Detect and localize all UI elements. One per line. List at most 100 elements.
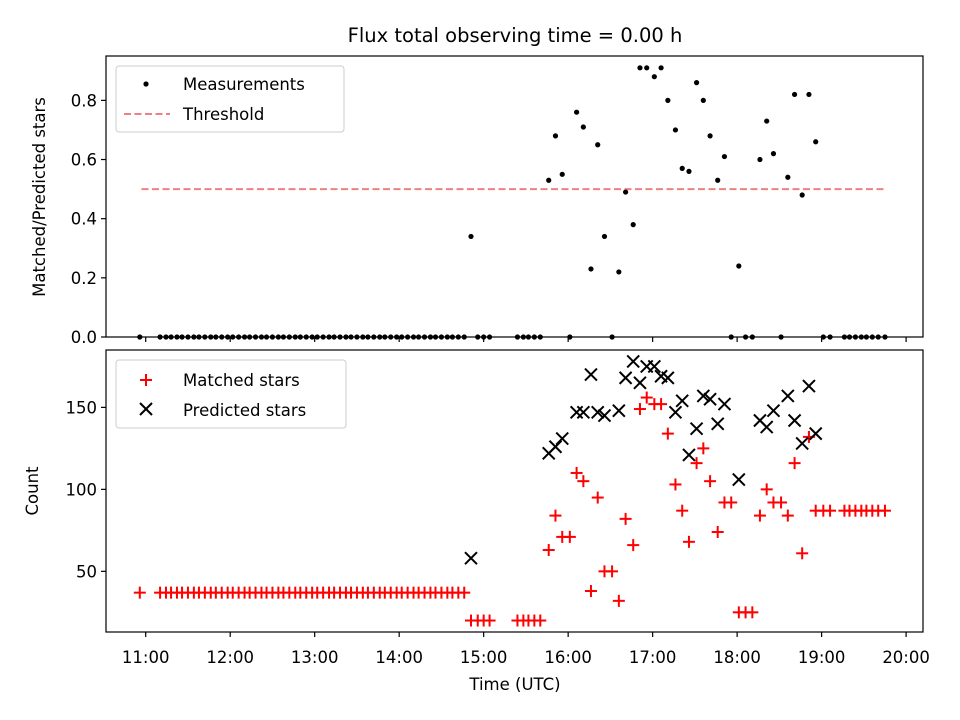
bottom-x-tick-label: 19:00 xyxy=(798,648,846,667)
measurement-point xyxy=(791,91,798,98)
predicted-star-point xyxy=(675,394,689,408)
matched-star-point xyxy=(133,586,146,599)
measurement-point xyxy=(799,192,805,198)
matched-star-point xyxy=(661,427,674,440)
top-panel: 0.00.20.40.60.8 Matched/Predicted stars … xyxy=(30,55,924,347)
measurement-point xyxy=(806,91,812,98)
matched-star-point xyxy=(591,491,604,504)
bottom-y-tick-label: 100 xyxy=(66,480,98,499)
measurement-point xyxy=(672,127,679,133)
matched-star-point xyxy=(563,530,576,543)
legend-predicted-marker xyxy=(139,402,153,416)
predicted-star-point xyxy=(548,440,563,454)
predicted-star-point xyxy=(795,436,809,451)
matched-star-point xyxy=(633,403,646,416)
bottom-x-tick-label: 17:00 xyxy=(629,648,677,667)
measurement-point xyxy=(644,65,650,71)
legend-measurements-label: Measurements xyxy=(183,75,305,94)
predicted-star-point xyxy=(597,408,612,423)
bottom-y-tick-label: 150 xyxy=(66,398,98,417)
matched-star-point xyxy=(655,398,668,411)
matched-star-point xyxy=(627,539,640,552)
measurement-point xyxy=(623,189,629,195)
predicted-star-point xyxy=(464,551,478,565)
bottom-x-tick-label: 11:00 xyxy=(122,648,170,667)
predicted-star-point xyxy=(717,397,732,411)
x-axis-label: Time (UTC) xyxy=(468,675,560,694)
top-y-tick-label: 0.6 xyxy=(71,151,97,170)
bottom-x-tick-label: 16:00 xyxy=(544,648,592,667)
top-legend: Measurements Threshold xyxy=(115,65,345,133)
measurement-point xyxy=(616,269,622,275)
bottom-y-axis-label: Count xyxy=(23,466,42,516)
matched-star-point xyxy=(483,614,496,627)
measurement-point xyxy=(785,174,791,180)
predicted-star-point xyxy=(808,426,823,441)
measurement-point xyxy=(546,177,552,183)
matched-star-point xyxy=(775,496,788,509)
bottom-x-tick-label: 15:00 xyxy=(460,648,508,667)
top-legend-box xyxy=(115,65,345,133)
matched-star-point xyxy=(746,606,759,619)
legend-threshold-label: Threshold xyxy=(182,105,264,124)
predicted-star-point xyxy=(689,421,704,436)
matched-star-point xyxy=(781,509,794,522)
bottom-legend-box xyxy=(115,359,347,429)
matched-star-point xyxy=(542,544,555,557)
predicted-star-point xyxy=(661,371,675,385)
top-y-tick-label: 0.2 xyxy=(71,269,97,288)
top-y-tick-label: 0.4 xyxy=(71,210,97,229)
matched-star-point xyxy=(577,475,590,488)
legend-matched-marker xyxy=(140,374,152,386)
top-x-ticks xyxy=(145,337,907,342)
predicted-star-point xyxy=(802,379,816,393)
matched-star-point xyxy=(760,483,773,496)
measurement-point xyxy=(686,168,692,174)
measurement-point xyxy=(588,266,594,272)
matched-star-point xyxy=(676,504,689,517)
matched-star-point xyxy=(640,391,653,404)
measurement-point xyxy=(651,74,657,80)
matched-star-point xyxy=(704,475,717,488)
legend-measurements-marker xyxy=(143,81,149,87)
measurement-point xyxy=(658,65,664,71)
predicted-star-point xyxy=(612,403,626,418)
predicted-star-point xyxy=(647,359,662,374)
top-plot-frame xyxy=(105,55,924,338)
matched-star-point xyxy=(682,535,695,548)
predicted-star-point xyxy=(710,417,725,431)
top-y-axis-label: Matched/Predicted stars xyxy=(30,97,49,297)
bottom-y-ticks: 50 100 150 xyxy=(66,398,106,581)
predicted-star-point xyxy=(732,472,746,487)
matched-star-point xyxy=(549,509,562,522)
matched-star-point xyxy=(690,457,703,470)
legend-matched-label: Matched stars xyxy=(183,371,300,390)
predicted-star-point xyxy=(703,392,717,406)
measurement-point xyxy=(559,171,565,177)
matched-star-point xyxy=(697,442,710,455)
predicted-star-point xyxy=(759,420,774,434)
predicted-star-point xyxy=(555,431,569,446)
bottom-legend: Matched stars Predicted stars xyxy=(115,359,347,429)
measurement-point xyxy=(595,142,601,148)
matched-star-point xyxy=(788,457,801,470)
measurement-point xyxy=(630,222,636,228)
predicted-star-point xyxy=(696,389,711,403)
predicted-star-point xyxy=(766,403,781,418)
bottom-plot-frame xyxy=(105,349,924,633)
predicted-star-point xyxy=(668,405,683,420)
bottom-y-tick-label: 50 xyxy=(76,562,97,581)
predicted-star-point xyxy=(682,448,696,462)
predicted-star-point xyxy=(591,405,605,420)
measurement-point xyxy=(601,233,608,240)
matched-star-point xyxy=(606,565,619,578)
predicted-star-point xyxy=(584,367,598,382)
measurement-point xyxy=(552,133,559,139)
measurement-point xyxy=(707,133,713,139)
measurement-point xyxy=(580,124,586,130)
bottom-x-ticks: 11:00 12:00 13:00 14:00 15:00 16:00 17:00 18:00… xyxy=(122,632,930,667)
bottom-x-tick-label: 20:00 xyxy=(882,648,930,667)
measurement-point xyxy=(679,165,685,171)
measurement-point xyxy=(715,177,721,183)
